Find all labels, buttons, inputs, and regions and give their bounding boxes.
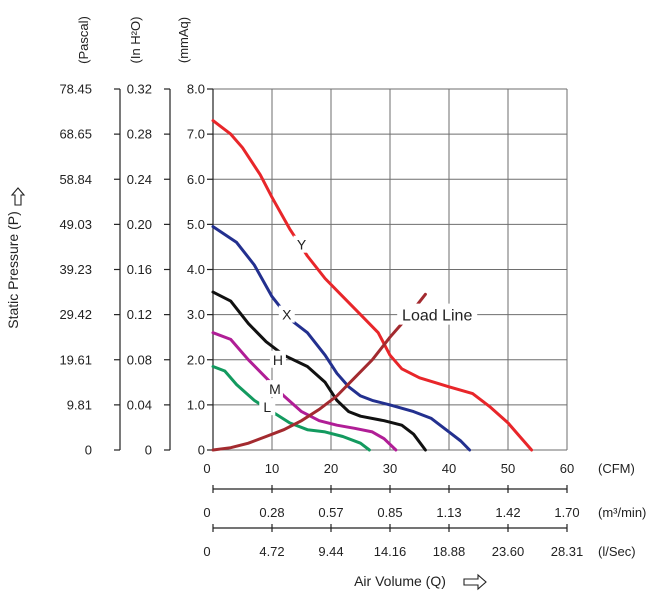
y-tick-label-mmaq: 1.0 — [187, 397, 205, 412]
y-tick-label-mmaq: 8.0 — [187, 82, 205, 97]
x-tick-label-cfm: 10 — [265, 461, 279, 476]
x-unit-label-m3min: (m³/min) — [598, 505, 646, 520]
y-tick-label-inh2o: 0.28 — [127, 127, 152, 142]
x-tick-label-cfm: 60 — [560, 461, 574, 476]
x-tick-label-lsec: 4.72 — [259, 544, 284, 559]
x-tick-label-cfm: 50 — [501, 461, 515, 476]
y-axes: 0 9.81 19.61 29.42 39.23 49.03 58.84 68.65 78.45… — [59, 16, 214, 458]
x-tick-label-m3min: 0.85 — [377, 505, 402, 520]
load-line-label-bg — [397, 303, 478, 325]
y-tick-label-inh2o: 0.12 — [127, 307, 152, 322]
curve-label-y: Y — [297, 237, 307, 253]
curve-y — [211, 119, 534, 452]
y-axis-arrow-icon — [10, 187, 26, 206]
y-tick-label-pascal: 0 — [85, 443, 92, 458]
y-tick-label-pascal: 49.03 — [59, 217, 92, 232]
x-tick-label-cfm: 30 — [383, 461, 397, 476]
curve-label-bg — [259, 398, 276, 416]
x-tick-label-cfm: 20 — [324, 461, 338, 476]
x-tick-label-lsec: 23.60 — [492, 544, 525, 559]
y-tick-label-mmaq: 0 — [198, 443, 205, 458]
y-tick-label-inh2o: 0.24 — [127, 172, 152, 187]
x-unit-label-lsec: (l/Sec) — [598, 544, 636, 559]
x-axes: 0 10 20 30 40 50 60 (CFM) 0 0.28 0.57 0.85 1.13 1.42 1… — [203, 461, 646, 559]
curve-h — [211, 290, 427, 452]
curves — [211, 119, 534, 452]
x-tick-label-lsec: 0 — [203, 544, 210, 559]
y-unit-label-inh2o: (In H²O) — [128, 17, 143, 64]
x-unit-label-cfm: (CFM) — [598, 461, 635, 476]
x-tick-label-lsec: 14.16 — [374, 544, 407, 559]
x-tick-label-cfm: 0 — [203, 461, 210, 476]
y-tick-label-mmaq: 2.0 — [187, 352, 205, 367]
x-tick-label-m3min: 0.57 — [318, 505, 343, 520]
y-unit-label-pascal: (Pascal) — [76, 16, 91, 64]
y-tick-label-mmaq: 7.0 — [187, 127, 205, 142]
y-tick-label-mmaq: 6.0 — [187, 172, 205, 187]
x-tick-label-lsec: 18.88 — [433, 544, 466, 559]
curve-labels: Y X HML Load Line — [259, 235, 478, 416]
curve-label-h: H — [273, 352, 283, 368]
y-tick-label-inh2o: 0.16 — [127, 262, 152, 277]
y-tick-label-inh2o: 0 — [145, 443, 152, 458]
x-tick-label-lsec: 28.31 — [551, 544, 584, 559]
chart-grid — [212, 88, 568, 451]
y-tick-label-pascal: 39.23 — [59, 262, 92, 277]
y-tick-label-pascal: 19.61 — [59, 352, 92, 367]
y-axis-title: Static Pressure (P) — [5, 211, 21, 328]
x-axis-title: Air Volume (Q) — [354, 573, 446, 589]
curve-label-bg — [278, 305, 295, 323]
curve-label-bg — [293, 235, 310, 253]
y-tick-label-mmaq: 5.0 — [187, 217, 205, 232]
y-tick-label-inh2o: 0.08 — [127, 352, 152, 367]
y-tick-label-mmaq: 4.0 — [187, 262, 205, 277]
x-tick-label-m3min: 0.28 — [259, 505, 284, 520]
y-tick-label-inh2o: 0.32 — [127, 82, 152, 97]
x-tick-label-cfm: 40 — [442, 461, 456, 476]
x-tick-label-m3min: 1.13 — [436, 505, 461, 520]
load-line — [211, 292, 427, 452]
x-tick-label-m3min: 1.42 — [495, 505, 520, 520]
curve-label-x: X — [282, 307, 292, 323]
x-tick-label-m3min: 0 — [203, 505, 210, 520]
curve-label-l: L — [263, 399, 271, 415]
curve-label-m: M — [269, 381, 281, 397]
y-tick-label-inh2o: 0.04 — [127, 397, 152, 412]
load-line-label: Load Line — [402, 308, 472, 325]
y-tick-label-inh2o: 0.20 — [127, 217, 152, 232]
x-tick-label-lsec: 9.44 — [318, 544, 343, 559]
y-tick-label-pascal: 29.42 — [59, 307, 92, 322]
y-tick-label-pascal: 78.45 — [59, 82, 92, 97]
y-tick-label-pascal: 68.65 — [59, 127, 92, 142]
y-tick-label-pascal: 9.81 — [67, 397, 92, 412]
curve-label-bg — [266, 380, 283, 398]
curve-label-bg — [269, 350, 286, 368]
y-tick-label-pascal: 58.84 — [59, 172, 92, 187]
curve-m — [211, 331, 398, 452]
x-tick-label-m3min: 1.70 — [554, 505, 579, 520]
x-axis-arrow-icon — [463, 573, 487, 591]
y-tick-label-mmaq: 3.0 — [187, 307, 205, 322]
curve-x — [211, 225, 472, 452]
curve-l — [211, 365, 371, 452]
y-unit-label-mmaq: (mmAq) — [176, 17, 191, 63]
